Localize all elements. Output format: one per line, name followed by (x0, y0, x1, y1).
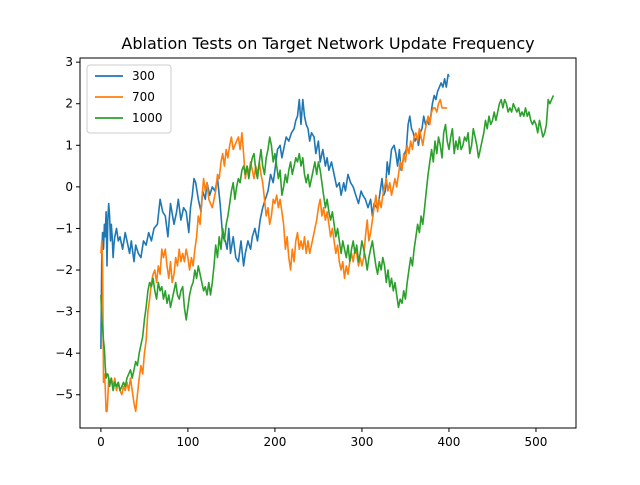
legend-label: 700 (132, 90, 155, 104)
x-tick-label: 500 (525, 435, 548, 449)
y-tick-label: 2 (65, 97, 73, 111)
x-tick-label: 300 (350, 435, 373, 449)
y-tick-label: −2 (55, 263, 73, 277)
series-layer (100, 73, 555, 413)
legend-frame (86, 64, 172, 134)
chart-title: Ablation Tests on Target Network Update … (121, 34, 534, 53)
y-tick-label: −5 (55, 388, 73, 402)
series-line-700 (100, 98, 448, 413)
axes-frame (79, 57, 577, 429)
legend-label: 300 (132, 69, 155, 83)
y-tick-label: −4 (55, 346, 73, 360)
y-axis: 3 2 1 0 −1 −2 −3 −4 −5 (55, 55, 80, 402)
y-tick-label: 0 (65, 180, 73, 194)
x-axis: 0 100 200 300 400 500 (97, 428, 547, 449)
legend: 300 700 1000 (86, 64, 172, 134)
x-tick-label: 200 (263, 435, 286, 449)
plot-area (79, 57, 577, 429)
x-tick-label: 100 (176, 435, 199, 449)
y-tick-label: 3 (65, 55, 73, 69)
y-tick-label: −3 (55, 305, 73, 319)
x-tick-label: 400 (438, 435, 461, 449)
y-tick-label: −1 (55, 221, 73, 235)
y-tick-label: 1 (65, 138, 73, 152)
x-tick-label: 0 (97, 435, 105, 449)
legend-label: 1000 (132, 111, 163, 125)
legend-items: 300 700 1000 (95, 69, 163, 125)
series-line-1000 (100, 95, 555, 392)
